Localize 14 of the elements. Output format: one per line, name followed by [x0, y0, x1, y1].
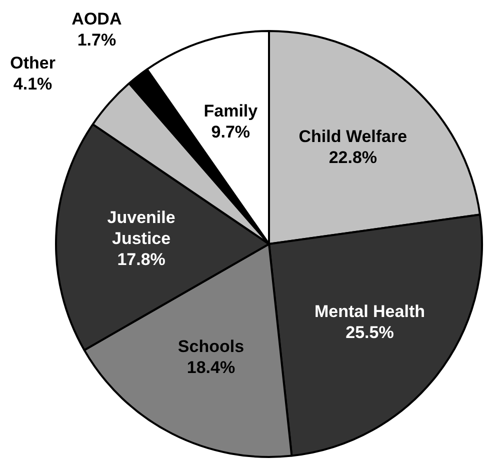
data-label: 18.4%: [186, 358, 236, 378]
slice-label: Family: [204, 101, 258, 120]
slice-label: Mental Health: [314, 302, 425, 321]
data-label: 25.5%: [346, 322, 394, 342]
data-label: 4.1%: [13, 74, 52, 94]
slice-label: Other: [10, 54, 56, 73]
data-label: 22.8%: [328, 148, 378, 167]
slice-label: Child Welfare: [298, 126, 408, 146]
slice-label: Schools: [178, 337, 244, 356]
slice-label: AODA: [72, 10, 122, 29]
data-label: 9.7%: [211, 122, 250, 142]
data-label: 17.8%: [117, 250, 166, 269]
slice-label: Juvenile Justice: [107, 208, 176, 248]
data-label: 1.7%: [77, 30, 116, 50]
